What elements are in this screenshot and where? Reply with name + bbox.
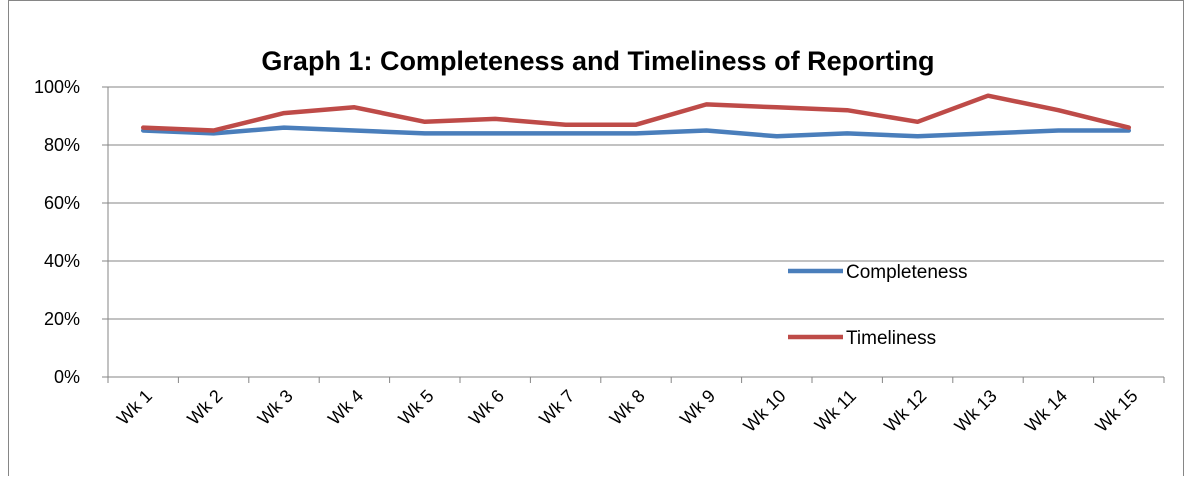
- y-tick-label: 20%: [44, 309, 80, 329]
- legend-label-completeness: Completeness: [846, 262, 967, 283]
- x-axis-ticks: Wk 1 Wk 2 Wk 3 Wk 4 Wk 5 Wk 6 Wk 7 Wk 8 Wk 9 Wk 1…: [107, 377, 1165, 436]
- x-tick-label: Wk 2: [183, 386, 226, 429]
- y-tick-label: 40%: [44, 251, 80, 271]
- x-tick-label: Wk 13: [951, 386, 1001, 436]
- series-line-timeliness: [140, 93, 1132, 133]
- x-tick-label: Wk 9: [676, 386, 719, 429]
- y-tick-label: 80%: [44, 135, 80, 155]
- series-lines: [140, 93, 1132, 139]
- y-tick-label: 100%: [34, 77, 80, 97]
- chart-frame: [8, 0, 1184, 476]
- gridlines: [102, 86, 1164, 378]
- y-tick-label: 60%: [44, 193, 80, 213]
- y-tick-label: 0%: [54, 367, 80, 387]
- x-tick-label: Wk 15: [1091, 386, 1141, 436]
- x-tick-label: Wk 12: [880, 386, 930, 436]
- legend-label-timeliness: Timeliness: [846, 328, 936, 349]
- x-tick-label: Wk 4: [324, 386, 367, 429]
- series-line-completeness: [140, 125, 1132, 139]
- x-tick-label: Wk 8: [606, 386, 649, 429]
- x-tick-label: Wk 3: [254, 386, 297, 429]
- chart-title: Graph 1: Completeness and Timeliness of …: [261, 46, 934, 76]
- x-tick-label: Wk 1: [113, 386, 156, 429]
- x-tick-label: Wk 6: [465, 386, 508, 429]
- x-tick-label: Wk 11: [811, 386, 860, 435]
- x-tick-label: Wk 7: [535, 386, 578, 429]
- y-axis-ticks: 0% 20% 40% 60% 80% 100%: [34, 77, 80, 387]
- x-tick-label: Wk 14: [1021, 386, 1071, 436]
- x-tick-label: Wk 5: [394, 386, 437, 429]
- legend: Completeness Timeliness: [788, 262, 967, 349]
- x-tick-label: Wk 10: [739, 386, 789, 436]
